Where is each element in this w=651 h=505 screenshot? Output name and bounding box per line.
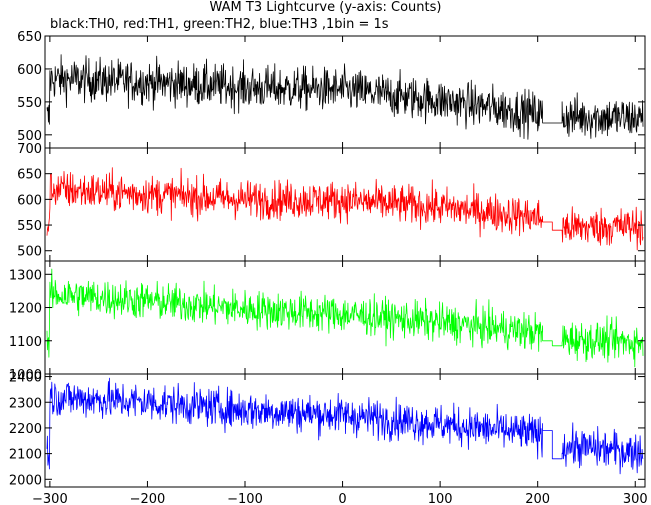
y-tick-label-th3: 2100 <box>9 448 42 463</box>
y-tick-label-th1: 700 <box>17 142 42 157</box>
x-tick-label: 100 <box>428 492 453 505</box>
y-tick-label-th0: 550 <box>17 96 42 111</box>
y-tick-label-th1: 550 <box>17 219 42 234</box>
panel-frame-th3 <box>44 373 646 488</box>
y-tick-label-th1: 600 <box>17 193 42 208</box>
y-tick-label-th0: 600 <box>17 63 42 78</box>
y-tick-label-th2: 1300 <box>9 268 42 283</box>
y-tick-label-th3: 2200 <box>9 422 42 437</box>
series-line-th1 <box>46 167 644 251</box>
chart-title: WAM T3 Lightcurve (y-axis: Counts) <box>209 0 442 15</box>
chart-subtitle: black:TH0, red:TH1, green:TH2, blue:TH3 … <box>50 17 389 32</box>
x-tick-label: −200 <box>130 492 166 505</box>
y-tick-label-th3: 2000 <box>9 473 42 488</box>
panel-frame-th1 <box>44 147 646 262</box>
y-tick-label-th2: 1200 <box>9 302 42 317</box>
panel-frame-th0 <box>44 35 646 149</box>
y-tick-label-th1: 650 <box>17 168 42 183</box>
y-tick-label-th2: 1000 <box>9 368 42 383</box>
series-line-th3 <box>46 377 644 475</box>
y-tick-label-th0: 650 <box>17 30 42 45</box>
y-tick-label-th0: 500 <box>17 129 42 144</box>
series-line-th0 <box>46 54 644 140</box>
x-tick-label: −300 <box>32 492 68 505</box>
y-tick-label-th3: 2300 <box>9 396 42 411</box>
series-line-th2 <box>46 268 644 368</box>
x-tick-label: −100 <box>227 492 263 505</box>
y-tick-label-th1: 500 <box>17 245 42 260</box>
x-tick-label: 200 <box>525 492 550 505</box>
y-tick-label-th3: 2400 <box>9 371 42 386</box>
x-tick-label: 300 <box>623 492 648 505</box>
y-tick-label-th2: 1100 <box>9 335 42 350</box>
x-tick-label: 0 <box>338 492 346 505</box>
